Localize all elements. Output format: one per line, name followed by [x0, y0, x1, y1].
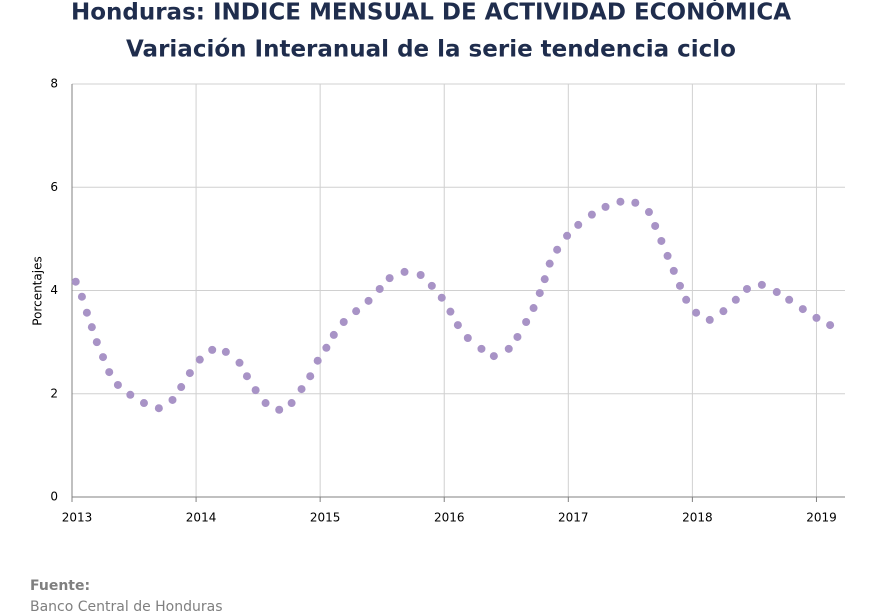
point [71, 277, 80, 286]
point [329, 330, 338, 339]
point [385, 274, 394, 283]
point [139, 399, 148, 408]
point [616, 197, 625, 206]
chart-subtitle: Variación Interanual de la serie tendenc… [126, 37, 736, 63]
x-tick-label: 2019 [806, 511, 837, 525]
point [195, 355, 204, 364]
x-tick-label: 2017 [558, 511, 589, 525]
point [719, 307, 728, 316]
point [92, 338, 101, 347]
point [705, 315, 714, 324]
chart-title: Honduras: INDICE MENSUAL DE ACTIVIDAD EC… [71, 0, 791, 26]
point [563, 231, 572, 240]
point [446, 307, 455, 316]
point [375, 284, 384, 293]
point [87, 323, 96, 332]
point [682, 295, 691, 304]
point [798, 305, 807, 314]
point [105, 368, 114, 377]
y-tick-label: 2 [50, 386, 58, 400]
x-tick-label: 2013 [62, 511, 93, 525]
source: Banco Central de Honduras [30, 599, 223, 613]
point [657, 236, 666, 245]
point [553, 245, 562, 254]
point [522, 317, 531, 326]
x-tick-label: 2018 [682, 511, 713, 525]
point [126, 390, 135, 399]
point [313, 356, 322, 365]
point [692, 308, 701, 317]
point [297, 385, 306, 394]
point [352, 307, 361, 316]
point [113, 380, 122, 389]
point [177, 383, 186, 392]
point [644, 208, 653, 217]
point [587, 210, 596, 219]
point [322, 343, 331, 352]
x-tick-label: 2016 [434, 511, 465, 525]
point [669, 266, 678, 275]
point [631, 198, 640, 207]
point [826, 321, 835, 330]
point [99, 353, 108, 362]
point [504, 344, 513, 353]
point [416, 271, 425, 280]
point [574, 220, 583, 229]
point [545, 259, 554, 268]
point [731, 295, 740, 304]
point [540, 275, 549, 284]
point [489, 352, 498, 361]
point [221, 347, 230, 356]
source-label: Fuente: [30, 578, 90, 594]
y-tick-label: 8 [50, 77, 58, 91]
y-tick-label: 6 [50, 180, 58, 194]
point [364, 296, 373, 305]
point [812, 313, 821, 322]
point [601, 202, 610, 211]
point [529, 304, 538, 313]
point [287, 399, 296, 408]
point [772, 288, 781, 297]
point [82, 308, 91, 317]
point [261, 399, 270, 408]
point [185, 369, 194, 378]
point [742, 284, 751, 293]
point [437, 293, 446, 302]
x-tick-label: 2014 [186, 511, 217, 525]
point [154, 404, 163, 413]
point [208, 345, 217, 354]
point [77, 292, 86, 301]
y-axis-label: Porcentajes [31, 256, 45, 325]
point [453, 321, 462, 330]
point [306, 372, 315, 381]
point [427, 281, 436, 290]
y-tick-label: 0 [50, 490, 58, 504]
point [477, 344, 486, 353]
point [663, 251, 672, 260]
point [339, 317, 348, 326]
point [463, 333, 472, 342]
point [757, 280, 766, 289]
x-tick-label: 2015 [310, 511, 341, 525]
point [275, 405, 284, 414]
point [535, 289, 544, 298]
point [400, 267, 409, 276]
point [251, 386, 260, 395]
y-tick-label: 4 [50, 283, 58, 297]
point [242, 372, 251, 381]
point [235, 358, 244, 367]
point [651, 221, 660, 230]
point [168, 395, 177, 404]
point [785, 295, 794, 304]
point [513, 332, 522, 341]
point [675, 281, 684, 290]
